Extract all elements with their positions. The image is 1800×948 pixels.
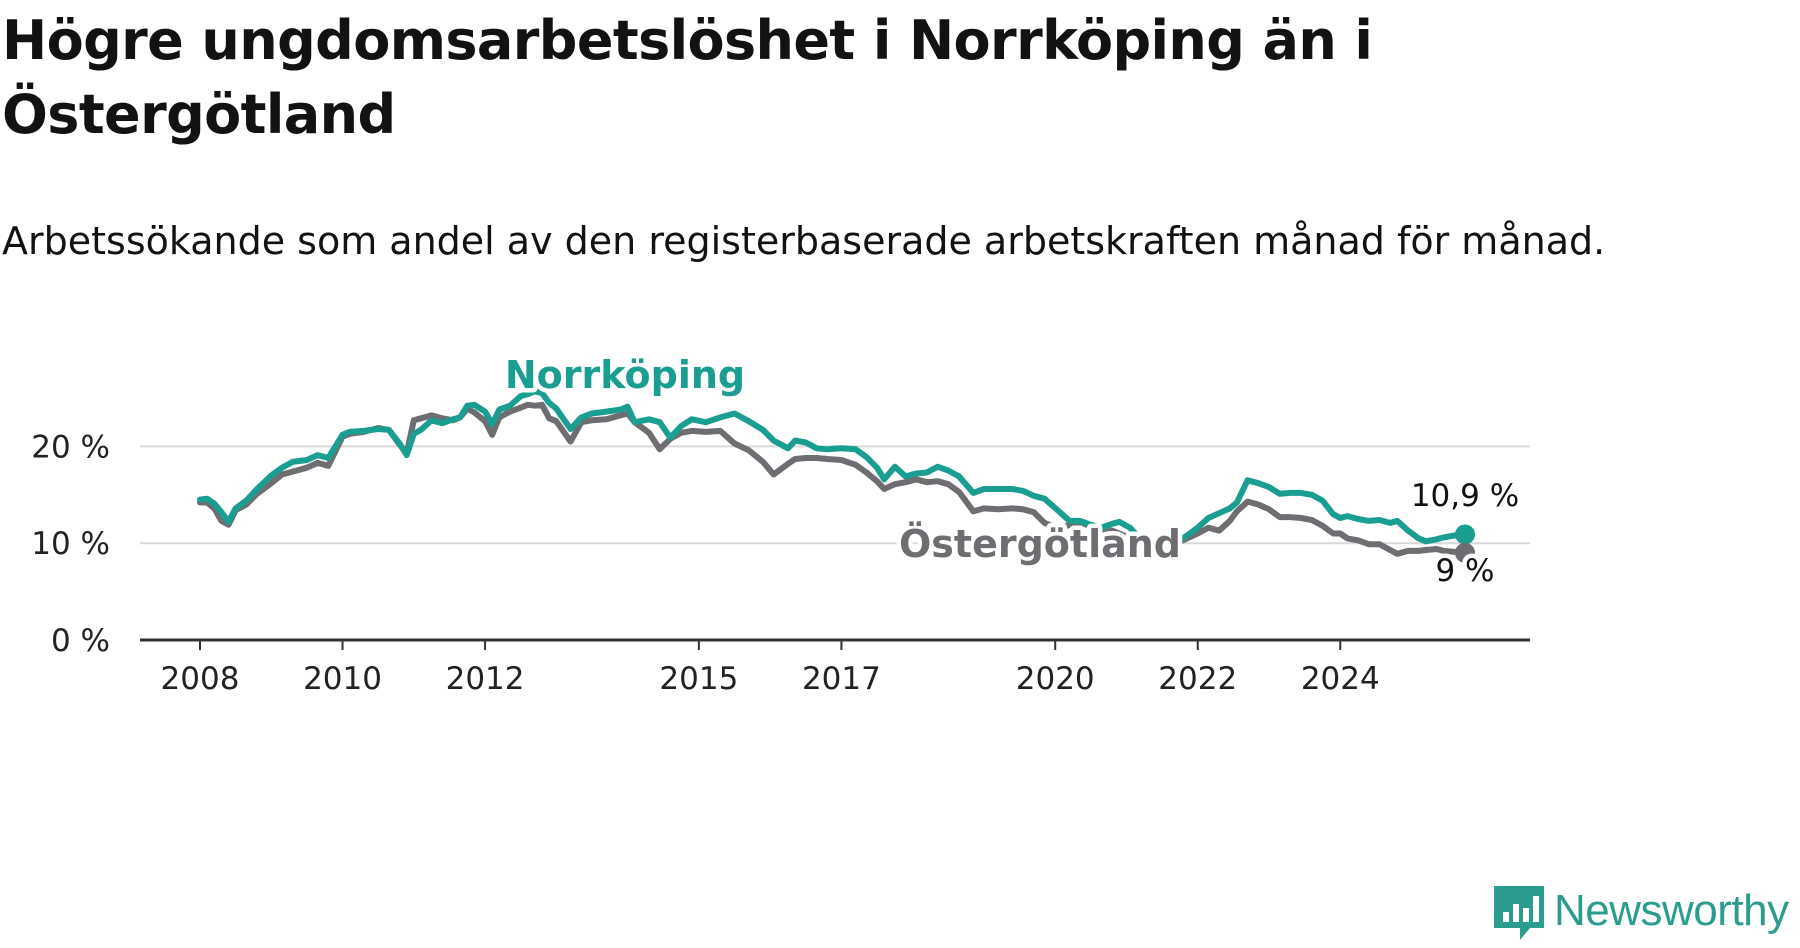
end-label-norrkoping-text: 10,9 % bbox=[1411, 478, 1519, 514]
line-chart: 0 % 10 % 20 % 2008 2010 2012 2015 2017 2020 2022… bbox=[31, 349, 1530, 697]
x-tick-label: 2008 bbox=[161, 661, 240, 697]
y-tick-label: 10 % bbox=[31, 526, 110, 562]
x-tick-label: 2010 bbox=[303, 661, 382, 697]
y-tick-label: 20 % bbox=[31, 429, 110, 465]
end-label-ostergotland: 9 %9 % bbox=[1431, 549, 1499, 594]
series-label-norrkoping-halo: Norrköping bbox=[505, 353, 745, 397]
x-axis: 2008 2010 2012 2015 2017 2020 2022 2024 bbox=[140, 638, 1530, 697]
y-tick-label: 0 % bbox=[51, 623, 110, 659]
newsworthy-brand: Newsworthy bbox=[1554, 886, 1789, 935]
newsworthy-logo bbox=[1490, 884, 1790, 944]
y-axis-ticks: 0 % 10 % 20 % bbox=[31, 429, 110, 659]
end-label-norrkoping: 10,9 %10,9 % bbox=[1406, 474, 1523, 519]
x-tick-label: 2020 bbox=[1016, 661, 1095, 697]
x-tick-label: 2015 bbox=[659, 661, 738, 697]
x-tick-label: 2012 bbox=[446, 661, 525, 697]
x-tick-label: 2017 bbox=[802, 661, 881, 697]
x-tick-label: 2024 bbox=[1301, 661, 1380, 697]
chart-subtitle: Arbetssökande som andel av den registerb… bbox=[2, 219, 1606, 263]
series-end-point-0 bbox=[1455, 524, 1475, 545]
end-label-norrkoping-halo: 10,9 % bbox=[1411, 478, 1519, 514]
newsworthy-logo-icon bbox=[1494, 886, 1544, 940]
end-label-ostergotland-halo: 9 % bbox=[1435, 553, 1494, 589]
end-label-ostergotland-text: 9 % bbox=[1435, 553, 1494, 589]
series-end-point-1 bbox=[1455, 542, 1475, 563]
x-tick-label: 2022 bbox=[1158, 661, 1237, 697]
chart-title: Högre ungdomsarbetslöshet i Norrköping ä… bbox=[2, 9, 1373, 146]
series-label-ostergotland-text: Östergötland bbox=[899, 522, 1181, 566]
series-label-norrkoping-text: Norrköping bbox=[505, 353, 745, 397]
series-line-0 bbox=[197, 388, 1468, 551]
series-lines bbox=[197, 388, 1475, 563]
series-label-ostergotland-halo: Östergötland bbox=[899, 522, 1181, 566]
